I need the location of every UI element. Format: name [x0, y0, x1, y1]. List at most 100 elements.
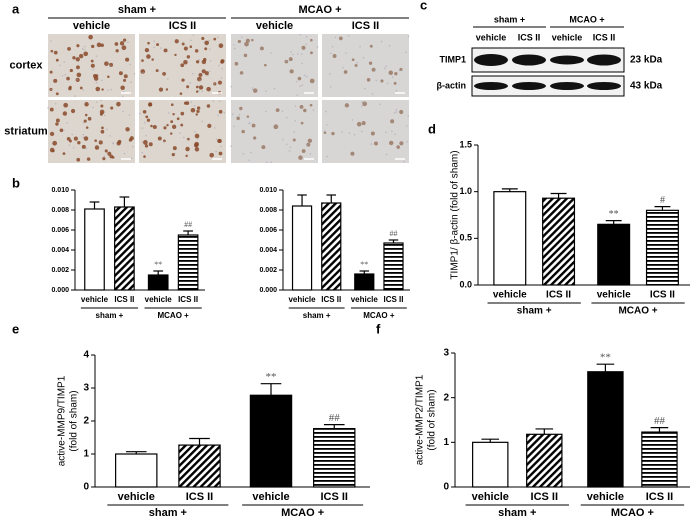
- tissue: [356, 62, 358, 64]
- cell: [118, 71, 123, 76]
- tissue: [82, 133, 85, 136]
- cell: [148, 102, 152, 107]
- tissue: [406, 125, 408, 127]
- cell: [181, 42, 185, 46]
- cell: [195, 113, 198, 116]
- cell: [186, 55, 191, 59]
- bar: [249, 394, 293, 488]
- bar: [641, 431, 678, 488]
- tissue: [221, 67, 223, 70]
- cell: [63, 102, 69, 108]
- bar: [313, 427, 356, 488]
- cell: [194, 133, 200, 139]
- tissue: [107, 89, 109, 92]
- x-tick-label: ICS II: [546, 290, 571, 301]
- cell: [107, 151, 112, 156]
- tissue: [361, 101, 363, 103]
- cell: [76, 72, 82, 78]
- y-tick-label: 0.006: [259, 227, 277, 234]
- cell: [55, 118, 60, 123]
- bar: [383, 242, 404, 291]
- cell: [241, 129, 245, 134]
- y-tick-label: 1.5: [459, 139, 472, 149]
- tissue: [407, 115, 410, 117]
- x-tick-label: vehicle: [81, 295, 109, 304]
- tissue: [361, 105, 363, 108]
- cell: [156, 43, 159, 47]
- tissue: [220, 77, 223, 79]
- cell: [120, 85, 125, 91]
- y-tick-label: 0.008: [51, 207, 69, 214]
- cell: [273, 124, 279, 130]
- blot-band: [474, 82, 508, 90]
- tissue: [290, 51, 292, 53]
- cell: [49, 107, 54, 112]
- cell: [288, 57, 293, 62]
- tissue: [54, 102, 57, 105]
- micrograph: [231, 34, 318, 97]
- group-label: sham +: [149, 507, 187, 519]
- tissue: [163, 140, 166, 143]
- cell: [121, 45, 127, 51]
- cell: [144, 144, 149, 148]
- tissue: [141, 151, 144, 154]
- cell: [289, 69, 294, 74]
- tissue: [179, 132, 181, 134]
- tissue: [61, 74, 64, 77]
- tissue: [123, 152, 126, 155]
- cell: [162, 71, 166, 76]
- x-tick-label: ICS II: [320, 491, 348, 503]
- cell: [170, 132, 173, 135]
- y-tick-label: 0: [83, 482, 89, 493]
- cell: [157, 136, 162, 141]
- y-tick-label: 0.010: [259, 187, 277, 194]
- tissue: [303, 74, 306, 77]
- tissue: [198, 89, 201, 92]
- tissue: [201, 90, 204, 92]
- tissue: [100, 99, 103, 102]
- group-label: MCAO +: [298, 4, 341, 16]
- tissue: [196, 137, 199, 140]
- cell: [72, 56, 76, 60]
- blot-band: [474, 54, 508, 66]
- cell: [68, 85, 72, 89]
- row-label: cortex: [9, 59, 43, 71]
- tissue: [286, 60, 288, 62]
- cell: [204, 71, 209, 76]
- tissue: [330, 52, 332, 55]
- tissue: [131, 145, 134, 148]
- cell: [144, 47, 150, 53]
- cell: [179, 92, 183, 95]
- tissue: [347, 34, 350, 37]
- tissue: [213, 127, 216, 129]
- cell: [195, 90, 199, 93]
- blot-group: sham +: [494, 14, 525, 24]
- bar: [526, 433, 563, 488]
- y-tick-label: 3: [443, 348, 449, 359]
- cell: [50, 49, 54, 53]
- cell: [83, 51, 89, 57]
- row-label: striatum: [4, 125, 48, 137]
- cell: [87, 116, 92, 121]
- cell: [68, 139, 72, 143]
- cell: [194, 49, 199, 53]
- tissue: [216, 36, 219, 39]
- cell: [143, 140, 148, 145]
- column-label: vehicle: [73, 20, 110, 32]
- cell: [331, 131, 335, 136]
- cell: [95, 86, 101, 92]
- tissue: [249, 122, 251, 124]
- cell: [252, 88, 258, 93]
- cell: [393, 81, 397, 85]
- tissue: [194, 130, 196, 133]
- tissue: [299, 85, 302, 88]
- tissue: [207, 74, 209, 77]
- tissue: [138, 112, 141, 115]
- cell: [110, 106, 114, 110]
- tissue: [157, 69, 160, 72]
- group-label: sham +: [517, 306, 552, 317]
- cell: [142, 109, 147, 114]
- column-label: ICS II: [169, 20, 197, 32]
- tissue: [141, 127, 144, 129]
- group-label: sham +: [498, 507, 536, 519]
